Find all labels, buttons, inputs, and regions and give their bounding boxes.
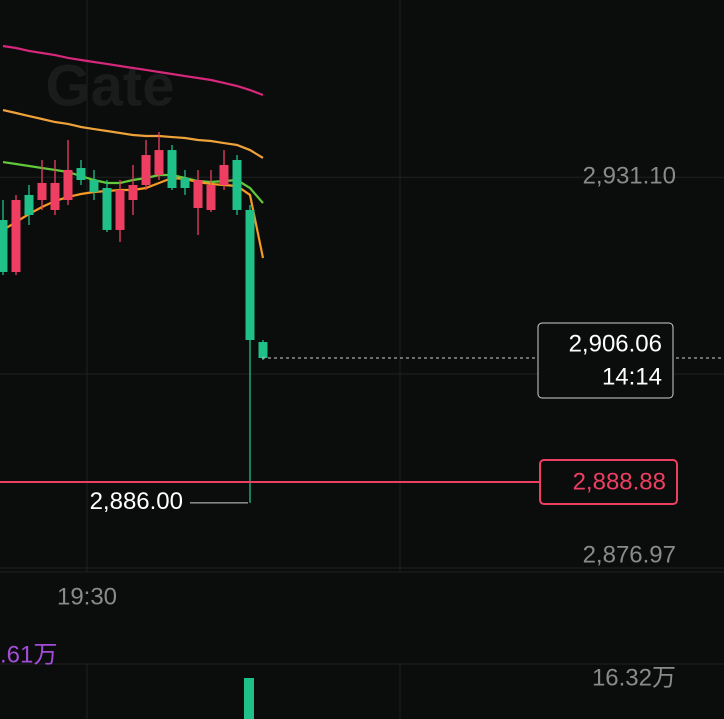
candle-body — [206, 184, 216, 210]
candle-body — [63, 169, 73, 201]
low-marker-label: 2,886.00 — [90, 488, 183, 515]
price-line-label: 2,888.88 — [573, 468, 666, 495]
candle-body — [11, 200, 21, 272]
candle-body — [219, 164, 229, 185]
candle-body — [50, 182, 60, 210]
candle-body — [154, 150, 164, 176]
last-price-time: 14:14 — [602, 363, 662, 390]
candle-body — [24, 194, 34, 216]
last-price-box — [537, 322, 674, 399]
candle-body — [180, 177, 190, 189]
last-price-label: 2,906.06 — [569, 330, 662, 357]
candle-body — [115, 189, 125, 230]
volume-indicator: .61万 — [0, 641, 57, 668]
candle-body — [128, 184, 138, 201]
candle-body — [89, 180, 99, 192]
candle-body — [193, 180, 203, 209]
volume-bar — [244, 678, 254, 719]
plot-area — [0, 44, 724, 569]
watermark: Gate — [46, 53, 175, 118]
moving-average — [2, 44, 264, 97]
x-tick-label: 19:30 — [57, 583, 117, 610]
moving-average — [2, 108, 264, 159]
candle-body — [0, 220, 8, 272]
candle-body — [141, 155, 151, 185]
candle-body — [76, 168, 86, 181]
y-tick-label: 2,931.10 — [583, 163, 676, 190]
price-line-box — [539, 459, 678, 506]
candle-body — [102, 188, 112, 230]
candle-body — [258, 342, 268, 358]
candle-body — [245, 209, 255, 341]
candle-body — [167, 150, 177, 189]
candle-body — [232, 160, 242, 210]
y-tick-label: 2,876.97 — [583, 541, 676, 568]
candle-body — [37, 182, 47, 201]
volume-max-label: 16.32万 — [592, 664, 676, 691]
